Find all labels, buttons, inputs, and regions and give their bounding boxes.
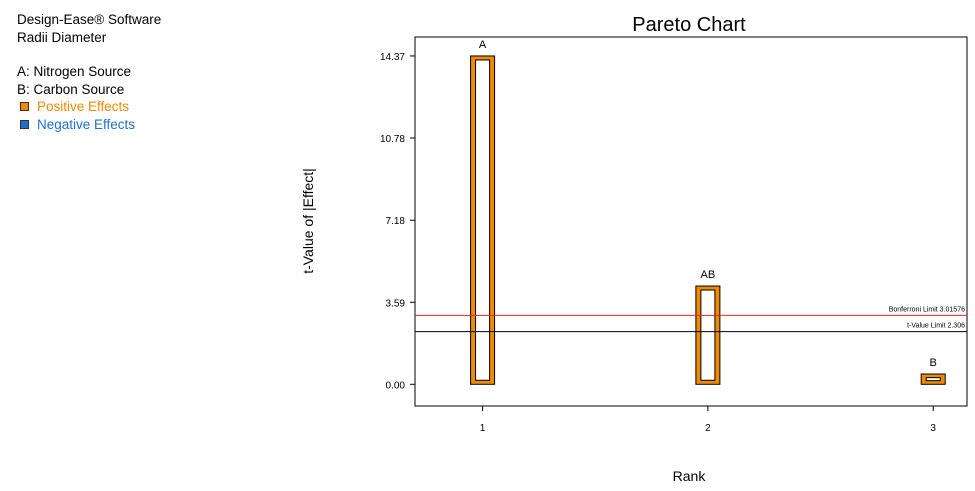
plot-frame (414, 36, 968, 407)
bar-label: AB (701, 269, 716, 281)
reference-line-label: t-Value Limit 2.306 (907, 323, 965, 330)
factor-a-label: A: Nitrogen Source (17, 64, 132, 79)
bar-label: B (930, 357, 937, 369)
positive-swatch-icon (20, 102, 29, 112)
y-tick-label: 3.59 (386, 298, 406, 309)
x-tick-label: 1 (480, 423, 486, 434)
legend-negative: Negative Effects (17, 116, 161, 134)
y-tick-label: 7.18 (386, 216, 406, 227)
sidebar-info: Design-Ease® Software Radii Diameter A: … (17, 11, 161, 133)
x-axis-label: Rank (673, 468, 707, 484)
software-name: Design-Ease® Software (17, 12, 162, 27)
y-tick-label: 14.37 (380, 52, 405, 63)
legend-positive-label: Positive Effects (37, 99, 130, 114)
response-name: Radii Diameter (17, 29, 107, 45)
y-tick-label: 0.00 (386, 380, 406, 391)
y-tick-label: 10.78 (380, 134, 405, 145)
bar-inner (475, 59, 491, 381)
x-tick-label: 3 (930, 423, 936, 434)
y-axis-label: t-Value of |Effect| (300, 168, 316, 274)
bar-inner (925, 377, 941, 382)
chart-title: Pareto Chart (632, 14, 746, 36)
bar-label: A (479, 39, 487, 51)
legend-negative-label: Negative Effects (37, 116, 136, 132)
legend-positive: Positive Effects (17, 98, 161, 116)
bar-inner (700, 289, 716, 381)
reference-line-label: Bonferroni Limit 3.01576 (889, 306, 965, 313)
negative-swatch-icon (20, 119, 29, 129)
factor-b-label: B: Carbon Source (17, 81, 125, 97)
x-tick-label: 2 (705, 423, 711, 434)
